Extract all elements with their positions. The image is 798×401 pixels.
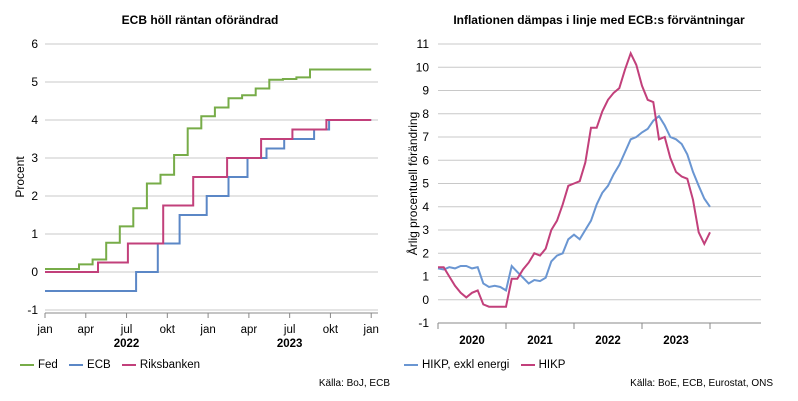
y-tick-label: 0 <box>422 293 429 307</box>
legend-swatch-hikp <box>520 364 535 366</box>
y-tick-label: -1 <box>27 303 38 317</box>
legend-item-fed: Fed <box>20 359 58 371</box>
right-source-note: Källa: BoE, ECB, Eurostat, ONS <box>630 378 773 389</box>
y-tick-label: 2 <box>31 189 38 203</box>
y-tick-label: 0 <box>31 265 38 279</box>
legend-item-ecb: ECB <box>69 359 111 371</box>
left-chart-panel: ECB höll räntan oförändrad -1 0 1 2 3 4 5 6 jan a… <box>13 13 390 389</box>
x-tick-label: jan <box>363 324 379 336</box>
x-year-label: 2022 <box>114 338 140 350</box>
left-chart-title: ECB höll räntan oförändrad <box>121 13 279 27</box>
series-line-ecb <box>45 119 372 292</box>
y-tick-label: 7 <box>422 130 429 144</box>
y-tick-label: 5 <box>31 75 38 89</box>
legend-item-hikp-core: HIKP, exkl energi <box>404 359 509 371</box>
y-tick-label: 6 <box>422 153 429 167</box>
y-tick-label: 8 <box>422 107 429 121</box>
right-chart: -1 0 1 2 3 4 5 6 7 8 9 10 11 2020 2021 2022 2023 Årlig pr… <box>405 37 761 347</box>
x-tick-label: okt <box>160 324 176 336</box>
legend-label-riksbanken: Riksbanken <box>139 359 200 371</box>
y-tick-label: 4 <box>422 200 429 214</box>
x-tick-label: 2023 <box>663 335 689 347</box>
left-legend: Fed ECB Riksbanken <box>20 357 208 371</box>
legend-label-hikp: HIKP <box>538 359 566 371</box>
series-line-fed <box>45 68 372 270</box>
legend-swatch-riksbanken <box>121 364 136 366</box>
x-tick-label: 2020 <box>459 335 485 347</box>
right-chart-panel: Inflationen dämpas i linje med ECB:s för… <box>400 0 798 401</box>
legend-label-hikp-core: HIKP, exkl energi <box>422 359 510 371</box>
y-tick-label: 5 <box>422 177 429 191</box>
x-tick-label: jan <box>36 324 52 336</box>
series-line-hikp-core <box>437 114 711 292</box>
x-tick-label: 2021 <box>527 335 553 347</box>
legend-swatch-hikp-core <box>404 364 418 366</box>
right-legend: HIKP, exkl energi HIKP <box>404 357 573 371</box>
legend-item-riksbanken: Riksbanken <box>121 359 200 371</box>
legend-swatch-fed <box>20 364 34 366</box>
y-tick-label: 9 <box>422 84 429 98</box>
series-line-riksbanken <box>45 119 372 273</box>
y-axis-label: Procent <box>13 156 27 198</box>
legend-item-hikp: HIKP <box>520 359 566 371</box>
y-tick-label: -1 <box>418 316 429 330</box>
y-tick-label: 11 <box>417 37 430 51</box>
legend-swatch-ecb <box>69 364 84 366</box>
x-tick-label: apr <box>77 324 94 336</box>
y-tick-label: 1 <box>31 227 38 241</box>
y-axis-label: Årlig procentuell förändring <box>405 112 420 255</box>
legend-label-fed: Fed <box>38 359 58 371</box>
left-chart: -1 0 1 2 3 4 5 6 jan apr jul okt jan apr jul okt jan 2022… <box>13 37 379 350</box>
x-tick-label: apr <box>241 324 258 336</box>
y-tick-label: 6 <box>31 37 38 51</box>
y-tick-label: 3 <box>422 223 429 237</box>
x-year-label: 2023 <box>277 338 303 350</box>
y-tick-label: 1 <box>422 270 429 284</box>
y-tick-label: 2 <box>422 246 429 260</box>
right-chart-title: Inflationen dämpas i linje med ECB:s för… <box>453 13 745 27</box>
x-tick-label: 2022 <box>595 335 621 347</box>
y-tick-label: 10 <box>416 60 430 74</box>
y-tick-label: 4 <box>31 113 38 127</box>
y-tick-label: 3 <box>31 151 38 165</box>
left-source-note: Källa: BoJ, ECB <box>318 378 390 389</box>
x-tick-label: jul <box>283 324 296 336</box>
x-tick-label: jan <box>199 324 215 336</box>
x-tick-label: okt <box>323 324 339 336</box>
x-tick-label: jul <box>120 324 133 336</box>
series-line-hikp <box>438 50 711 308</box>
legend-label-ecb: ECB <box>87 359 111 371</box>
